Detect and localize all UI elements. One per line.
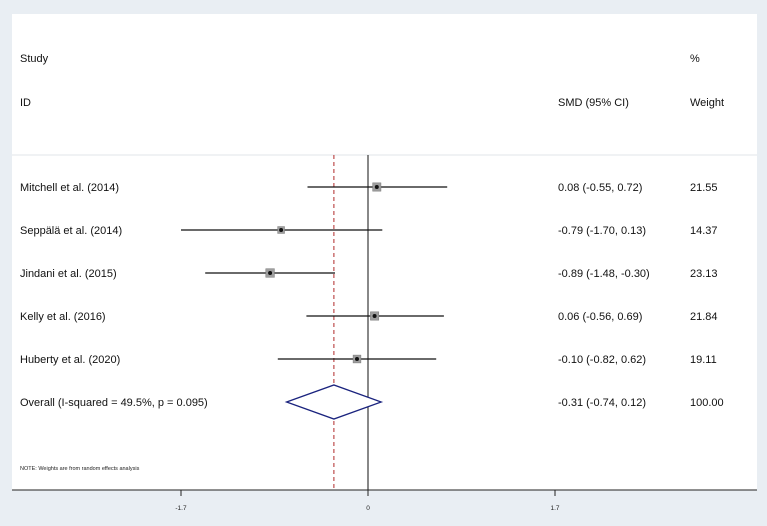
header-study: Study	[20, 53, 49, 65]
plot-marks: Mitchell et al. (2014) 0.08 (-0.55, 0.72)…	[20, 155, 724, 490]
study-ci-text: 0.06 (-0.56, 0.69)	[558, 311, 642, 323]
study-point-estimate	[279, 228, 284, 232]
header-percent: %	[690, 53, 700, 65]
header-effect: SMD (95% CI)	[558, 97, 629, 109]
header-id: ID	[20, 97, 31, 109]
study-label: Kelly et al. (2016)	[20, 311, 106, 323]
study-point-estimate	[372, 314, 377, 318]
x-tick-label: -1.7	[175, 505, 187, 512]
study-label: Jindani et al. (2015)	[20, 268, 117, 280]
overall-weight: 100.00	[690, 397, 724, 409]
study-label: Huberty et al. (2020)	[20, 354, 120, 366]
x-axis: -1.7 0 1.7	[175, 490, 560, 512]
overall-label: Overall (I-squared = 49.5%, p = 0.095)	[20, 397, 208, 409]
study-weight: 23.13	[690, 268, 718, 280]
study-label: Mitchell et al. (2014)	[20, 182, 119, 194]
study-label: Seppälä et al. (2014)	[20, 225, 122, 237]
x-tick-label: 0	[366, 505, 370, 512]
x-tick-label: 1.7	[550, 505, 559, 512]
study-weight: 19.11	[690, 354, 717, 366]
study-ci-text: -0.10 (-0.82, 0.62)	[558, 354, 646, 366]
plot-area	[12, 14, 757, 490]
study-weight: 14.37	[690, 225, 718, 237]
header-weight: Weight	[690, 97, 724, 109]
study-weight: 21.84	[690, 311, 718, 323]
study-point-estimate	[355, 357, 359, 361]
study-point-estimate	[374, 185, 379, 189]
study-weight: 21.55	[690, 182, 718, 194]
overall-ci-text: -0.31 (-0.74, 0.12)	[558, 397, 646, 409]
study-ci-text: -0.89 (-1.48, -0.30)	[558, 268, 650, 280]
study-ci-text: -0.79 (-1.70, 0.13)	[558, 225, 646, 237]
study-ci-text: 0.08 (-0.55, 0.72)	[558, 182, 642, 194]
study-point-estimate	[268, 271, 273, 275]
footnote: NOTE: Weights are from random effects an…	[20, 466, 140, 472]
overall-diamond	[284, 384, 384, 420]
